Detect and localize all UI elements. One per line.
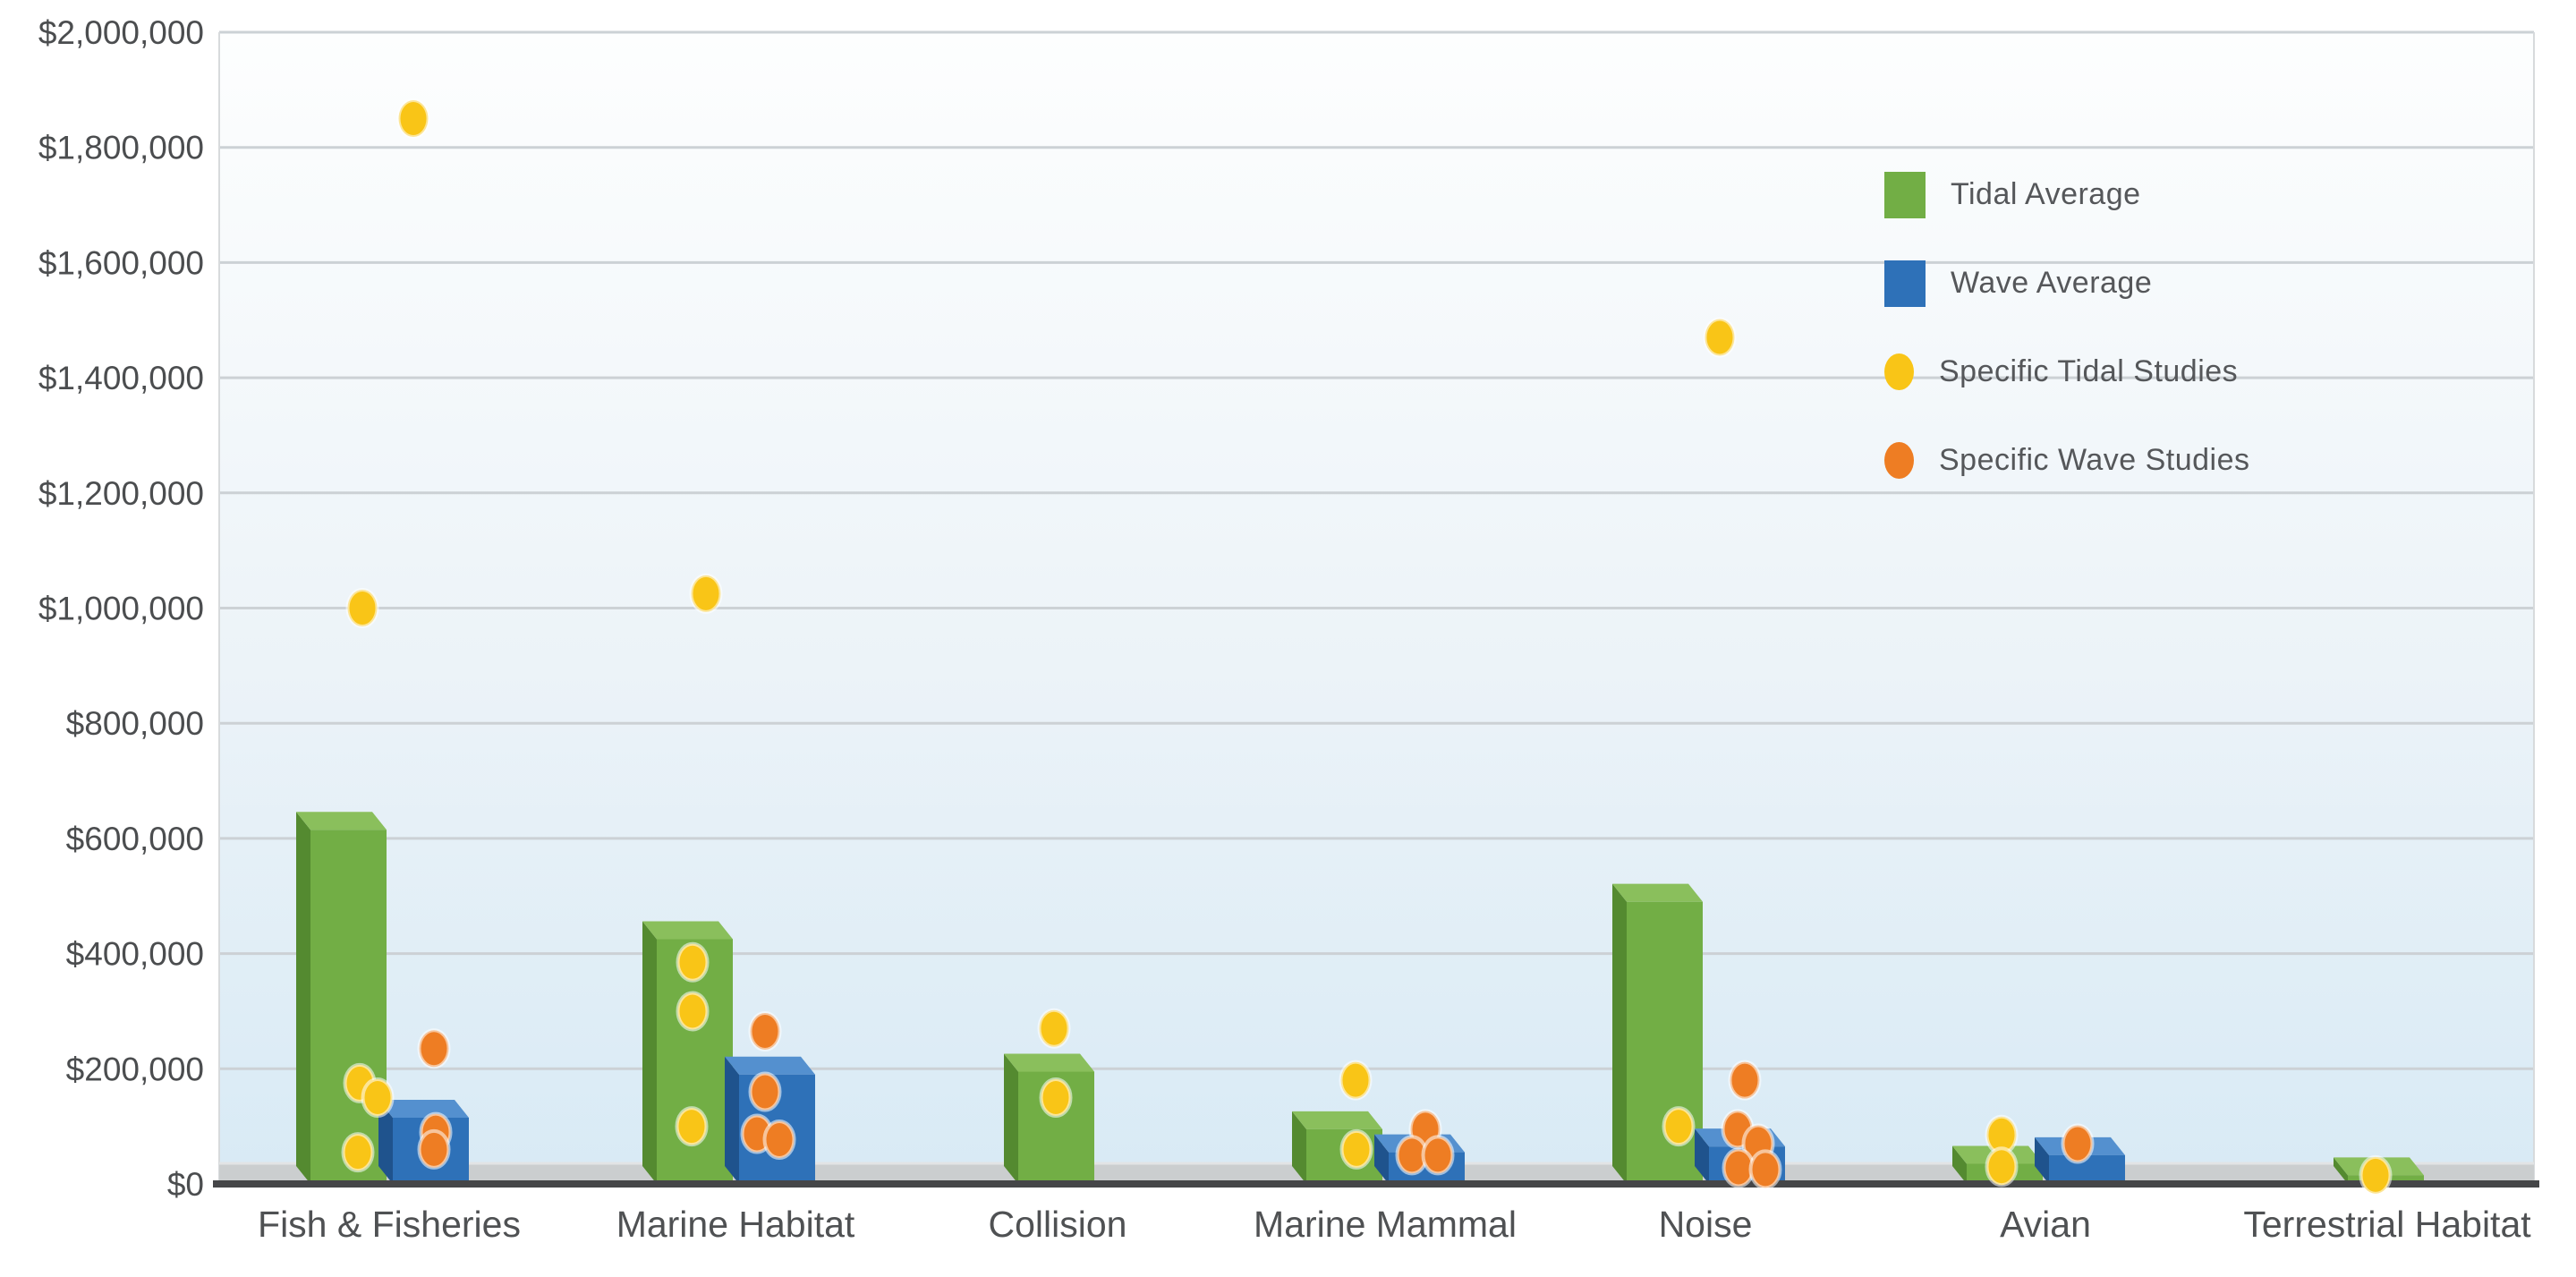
legend-label: Wave Average — [1951, 266, 2153, 300]
specific-wave-studies-point-marine-mammal — [1421, 1135, 1455, 1176]
bar-top-tidal-average-marine-habitat — [642, 921, 733, 940]
legend-item-specific-tidal-studies: Specific Tidal Studies — [1884, 328, 2250, 416]
y-tick-label: $0 — [167, 1166, 204, 1203]
specific-tidal-studies-point-marine-habitat — [689, 573, 723, 614]
bar-tidal-average-fish-fisheries — [310, 830, 387, 1184]
bar-top-wave-average-marine-habitat — [725, 1056, 815, 1075]
specific-wave-studies-point-noise — [1722, 1147, 1756, 1188]
bar-side-wave-average-avian — [2035, 1137, 2049, 1184]
bar-side-tidal-average-marine-habitat — [642, 921, 657, 1184]
specific-tidal-studies-point-fish-fisheries — [361, 1077, 395, 1118]
bar-top-tidal-average-marine-mammal — [1292, 1111, 1382, 1129]
y-tick-label: $1,600,000 — [38, 244, 204, 281]
bar-side-wave-average-marine-habitat — [725, 1056, 739, 1184]
specific-tidal-studies-point-fish-fisheries — [396, 98, 430, 140]
specific-tidal-studies-point-terrestrial-habitat — [2359, 1154, 2393, 1196]
x-axis-label: Fish & Fisheries — [258, 1204, 521, 1245]
specific-tidal-studies-point-marine-habitat — [676, 941, 710, 983]
specific-tidal-studies-point-collision — [1039, 1077, 1073, 1118]
bar-side-tidal-average-terrestrial-habitat — [2334, 1157, 2348, 1184]
y-tick-label: $1,000,000 — [38, 591, 204, 627]
specific-wave-studies-point-avian — [2061, 1123, 2095, 1164]
specific-tidal-studies-point-marine-habitat — [676, 991, 710, 1032]
bar-top-tidal-average-collision — [1004, 1053, 1094, 1072]
bar-side-tidal-average-fish-fisheries — [296, 812, 310, 1184]
specific-wave-studies-point-marine-habitat — [748, 1010, 782, 1051]
legend-label: Specific Wave Studies — [1939, 443, 2250, 477]
specific-tidal-studies-point-fish-fisheries — [341, 1132, 375, 1173]
specific-tidal-studies-point-noise — [1662, 1106, 1696, 1147]
legend-item-specific-wave-studies: Specific Wave Studies — [1884, 416, 2250, 505]
specific-wave-studies-point-marine-habitat — [748, 1071, 782, 1112]
specific-wave-studies-point-marine-habitat — [762, 1119, 796, 1160]
y-tick-label: $1,200,000 — [38, 475, 204, 512]
x-axis-label: Collision — [989, 1204, 1127, 1245]
specific-tidal-studies-point-marine-mammal — [1339, 1128, 1373, 1170]
legend-label: Specific Tidal Studies — [1939, 354, 2239, 388]
y-tick-label: $1,400,000 — [38, 360, 204, 396]
bar-top-tidal-average-noise — [1612, 883, 1703, 902]
bar-side-tidal-average-collision — [1004, 1053, 1018, 1184]
y-tick-label: $200,000 — [66, 1051, 204, 1087]
specific-tidal-studies-dot-icon — [1884, 353, 1914, 390]
x-axis-label: Avian — [2000, 1204, 2091, 1245]
y-tick-label: $400,000 — [66, 936, 204, 973]
specific-tidal-studies-point-fish-fisheries — [345, 588, 379, 628]
x-axis-label: Terrestrial Habitat — [2243, 1204, 2531, 1245]
bar-top-wave-average-fish-fisheries — [378, 1099, 469, 1118]
x-axis-line — [213, 1180, 2539, 1188]
y-tick-label: $1,800,000 — [38, 130, 204, 166]
chart-legend: Tidal Average Wave Average Specific Tida… — [1884, 150, 2250, 505]
specific-tidal-studies-point-noise — [1703, 317, 1737, 358]
specific-wave-studies-point-fish-fisheries — [417, 1028, 451, 1069]
y-tick-label: $2,000,000 — [38, 14, 204, 51]
y-tick-label: $800,000 — [66, 705, 204, 742]
specific-wave-studies-point-fish-fisheries — [417, 1128, 451, 1170]
legend-item-wave-average: Wave Average — [1884, 239, 2250, 328]
bar-side-tidal-average-marine-mammal — [1292, 1111, 1306, 1184]
x-axis-label: Noise — [1659, 1204, 1753, 1245]
y-tick-label: $600,000 — [66, 821, 204, 857]
bar-side-wave-average-noise — [1695, 1128, 1709, 1184]
specific-tidal-studies-point-marine-mammal — [1339, 1060, 1373, 1101]
specific-tidal-studies-point-avian — [1985, 1146, 2019, 1188]
x-axis-label: Marine Mammal — [1254, 1204, 1517, 1245]
specific-tidal-studies-point-marine-habitat — [675, 1106, 709, 1147]
bar-tidal-average-noise — [1627, 901, 1703, 1184]
bar-side-wave-average-marine-mammal — [1374, 1134, 1389, 1184]
bar-top-tidal-average-fish-fisheries — [296, 812, 387, 830]
specific-tidal-studies-point-collision — [1037, 1008, 1071, 1049]
specific-wave-studies-point-noise — [1748, 1149, 1782, 1190]
bar-side-tidal-average-noise — [1612, 883, 1627, 1184]
specific-wave-studies-point-noise — [1728, 1060, 1762, 1101]
bar-side-tidal-average-avian — [1952, 1145, 1967, 1184]
legend-item-tidal-average: Tidal Average — [1884, 150, 2250, 239]
wave-average-swatch-icon — [1884, 260, 1926, 307]
tidal-average-swatch-icon — [1884, 171, 1926, 218]
bar-side-wave-average-fish-fisheries — [378, 1099, 393, 1184]
specific-wave-studies-dot-icon — [1884, 442, 1914, 479]
x-axis-label: Marine Habitat — [616, 1204, 855, 1245]
legend-label: Tidal Average — [1951, 177, 2141, 211]
